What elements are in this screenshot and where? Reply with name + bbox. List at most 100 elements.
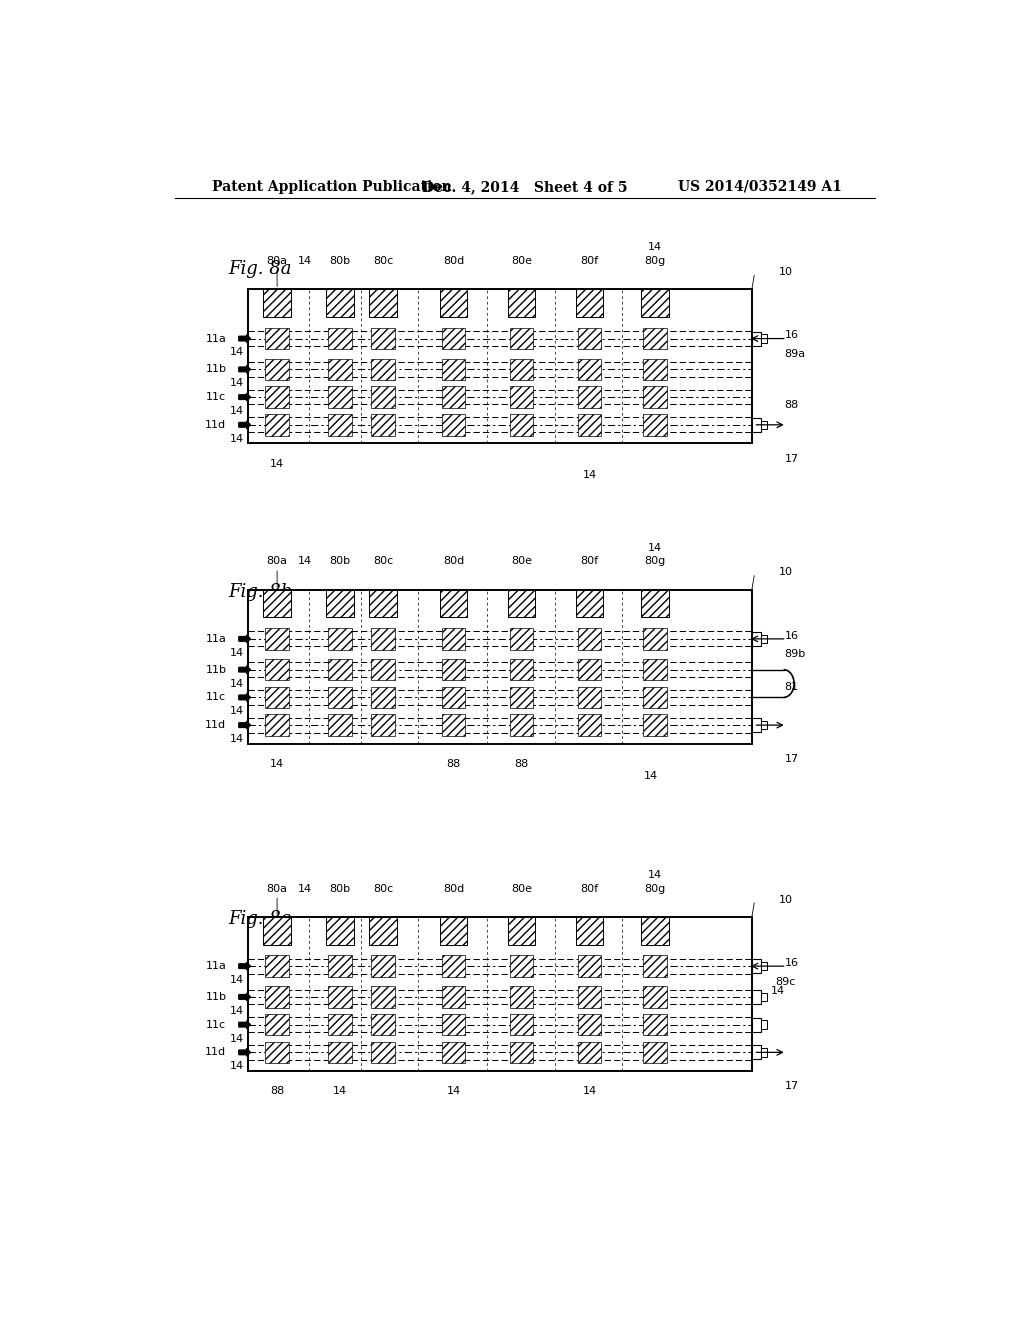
Bar — [327, 590, 354, 618]
Bar — [761, 635, 767, 643]
Text: 11b: 11b — [206, 364, 226, 375]
Bar — [578, 387, 601, 408]
Bar — [371, 359, 394, 380]
Text: 17: 17 — [784, 754, 799, 764]
Text: 14: 14 — [230, 407, 245, 416]
Text: Dec. 4, 2014   Sheet 4 of 5: Dec. 4, 2014 Sheet 4 of 5 — [423, 180, 628, 194]
FancyArrow shape — [239, 1048, 251, 1056]
Bar — [371, 387, 394, 408]
Bar — [752, 960, 761, 973]
Bar — [265, 714, 289, 737]
Bar — [510, 628, 534, 649]
Text: 17: 17 — [784, 1081, 799, 1092]
Bar — [578, 327, 601, 350]
Text: 11c: 11c — [206, 693, 226, 702]
Bar — [578, 714, 601, 737]
Text: 14: 14 — [230, 975, 245, 985]
Bar — [643, 327, 667, 350]
Text: 11c: 11c — [206, 1019, 226, 1030]
Text: 80c: 80c — [373, 256, 393, 267]
Bar — [248, 289, 752, 444]
Bar — [329, 1014, 352, 1035]
Bar — [439, 590, 467, 618]
FancyArrow shape — [239, 721, 251, 729]
Text: 14: 14 — [270, 459, 284, 469]
Bar — [578, 1014, 601, 1035]
Text: 88: 88 — [784, 400, 799, 409]
Text: 81: 81 — [784, 682, 799, 693]
Bar — [441, 359, 465, 380]
Text: 80b: 80b — [330, 557, 350, 566]
Bar — [371, 1014, 394, 1035]
Bar — [263, 917, 291, 945]
Text: 14: 14 — [230, 1006, 245, 1016]
Text: 14: 14 — [333, 1086, 347, 1096]
Text: 14: 14 — [298, 557, 312, 566]
Bar — [265, 359, 289, 380]
Text: 80f: 80f — [581, 256, 598, 267]
Bar — [329, 714, 352, 737]
Bar — [761, 421, 767, 429]
Text: 80g: 80g — [644, 884, 666, 894]
FancyArrow shape — [239, 665, 251, 673]
Bar — [641, 289, 669, 317]
Text: 11b: 11b — [206, 665, 226, 675]
Text: 14: 14 — [298, 884, 312, 894]
Bar — [752, 418, 761, 432]
Bar — [329, 327, 352, 350]
Bar — [643, 1041, 667, 1063]
Text: 14: 14 — [583, 1086, 596, 1096]
Bar — [371, 686, 394, 708]
Text: 11d: 11d — [205, 1047, 226, 1057]
Bar — [369, 917, 396, 945]
Bar — [441, 327, 465, 350]
Text: 14: 14 — [644, 771, 658, 780]
Bar — [578, 986, 601, 1007]
Text: 80g: 80g — [644, 256, 666, 267]
Bar — [439, 289, 467, 317]
Bar — [510, 986, 534, 1007]
Bar — [441, 956, 465, 977]
Bar — [510, 387, 534, 408]
Bar — [329, 986, 352, 1007]
Bar — [329, 659, 352, 681]
Text: 11c: 11c — [206, 392, 226, 403]
Text: 89c: 89c — [775, 977, 796, 986]
Bar — [510, 359, 534, 380]
Bar — [578, 414, 601, 436]
Text: 10: 10 — [779, 895, 793, 904]
Bar — [441, 414, 465, 436]
Text: 80e: 80e — [511, 884, 531, 894]
Bar — [508, 289, 536, 317]
Bar — [329, 414, 352, 436]
Bar — [265, 956, 289, 977]
Text: 80c: 80c — [373, 557, 393, 566]
Text: 10: 10 — [779, 267, 793, 277]
Text: 14: 14 — [648, 870, 662, 880]
Bar — [371, 327, 394, 350]
Text: 14: 14 — [298, 256, 312, 267]
Text: 14: 14 — [270, 759, 284, 770]
Bar — [441, 1014, 465, 1035]
Bar — [752, 632, 761, 645]
Bar — [510, 1014, 534, 1035]
Bar — [643, 986, 667, 1007]
Bar — [265, 659, 289, 681]
Bar — [752, 718, 761, 733]
Text: 14: 14 — [230, 347, 245, 358]
FancyArrow shape — [239, 962, 251, 970]
Bar — [265, 1014, 289, 1035]
Text: 80g: 80g — [644, 557, 666, 566]
Bar — [441, 714, 465, 737]
Bar — [752, 1018, 761, 1032]
FancyArrow shape — [239, 335, 251, 342]
Bar — [575, 289, 603, 317]
FancyArrow shape — [239, 1020, 251, 1028]
Text: 80b: 80b — [330, 884, 350, 894]
Text: Patent Application Publication: Patent Application Publication — [212, 180, 452, 194]
Text: 80c: 80c — [373, 884, 393, 894]
Text: 14: 14 — [648, 243, 662, 252]
Bar — [263, 590, 291, 618]
Text: 14: 14 — [648, 543, 662, 553]
Text: 16: 16 — [784, 631, 799, 640]
